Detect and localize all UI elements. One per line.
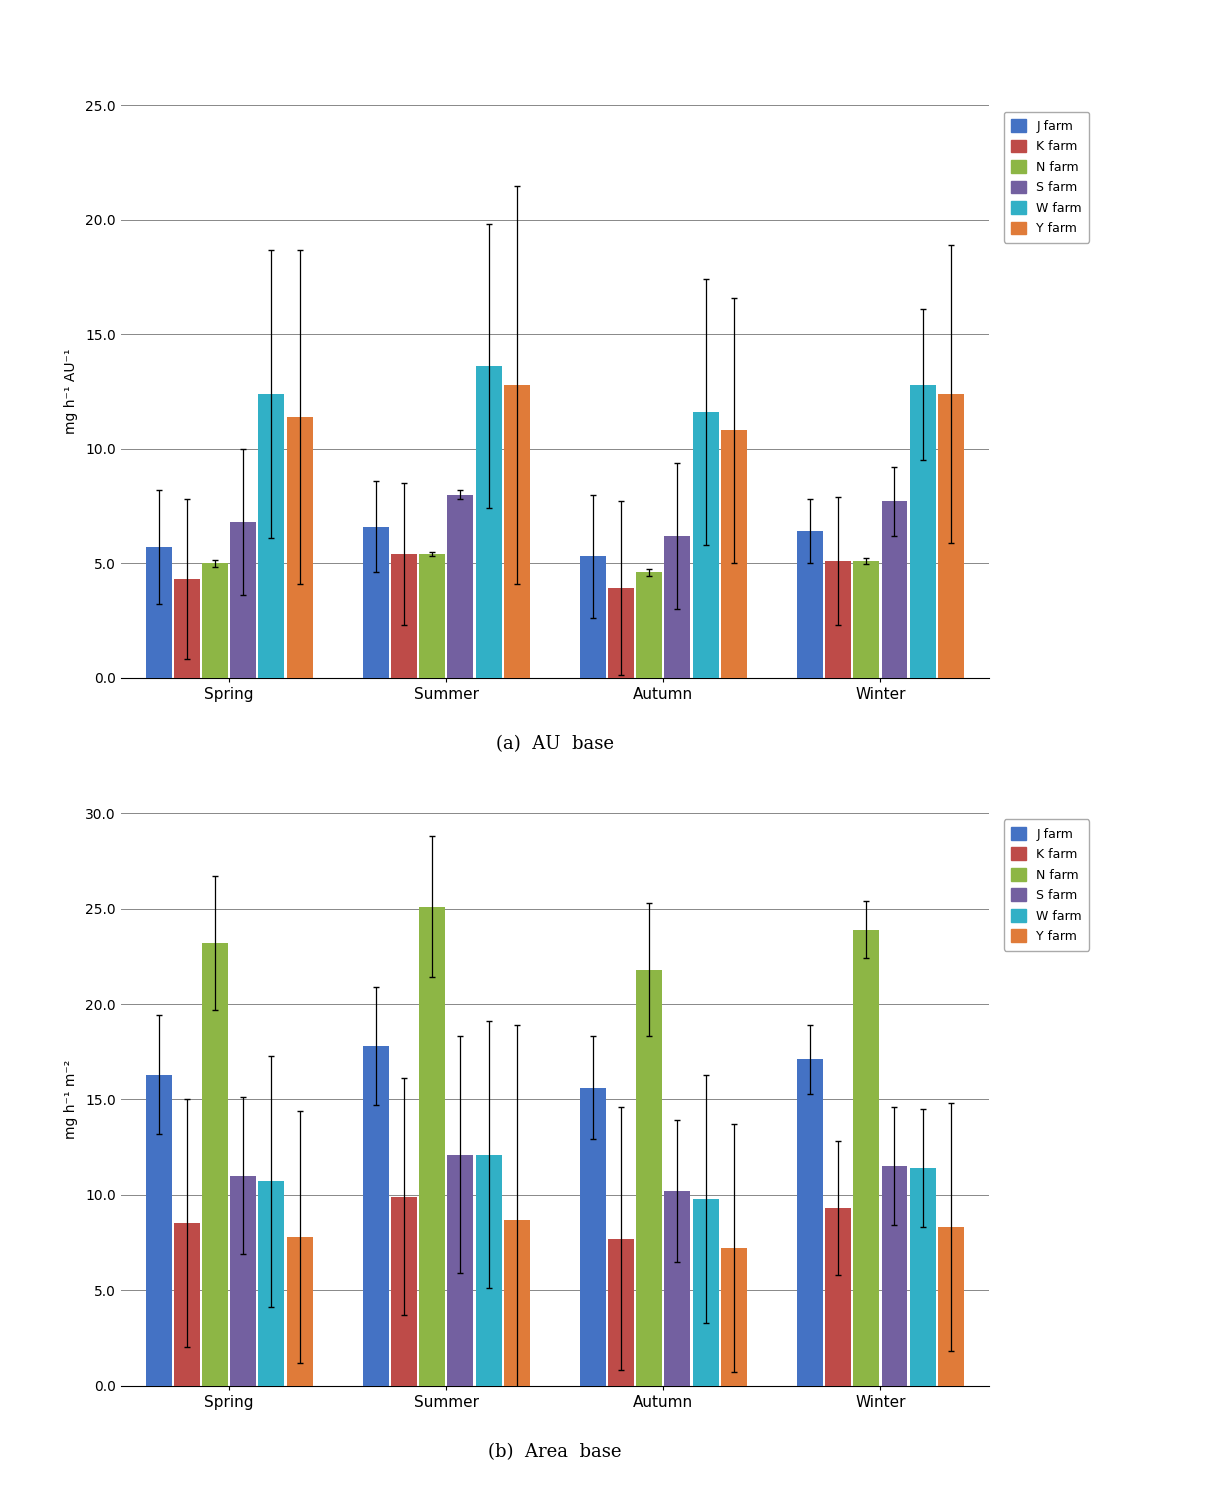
- Bar: [363, 1047, 388, 1386]
- Bar: [391, 1197, 417, 1386]
- Bar: [447, 1155, 473, 1386]
- Bar: [420, 907, 445, 1386]
- Bar: [146, 547, 171, 678]
- Bar: [938, 395, 964, 678]
- Bar: [504, 1220, 529, 1386]
- Bar: [692, 413, 719, 678]
- Bar: [258, 395, 285, 678]
- Bar: [287, 417, 312, 678]
- Text: (a)  AU  base: (a) AU base: [496, 735, 614, 753]
- Y-axis label: mg h⁻¹ m⁻²: mg h⁻¹ m⁻²: [64, 1060, 78, 1139]
- Bar: [854, 929, 879, 1386]
- Bar: [721, 431, 747, 678]
- Bar: [580, 1087, 605, 1386]
- Bar: [230, 523, 256, 678]
- Bar: [287, 1236, 312, 1386]
- Bar: [797, 1059, 822, 1386]
- Legend: J farm, K farm, N farm, S farm, W farm, Y farm: J farm, K farm, N farm, S farm, W farm, …: [1003, 819, 1089, 950]
- Text: (b)  Area  base: (b) Area base: [488, 1443, 621, 1461]
- Bar: [665, 1191, 690, 1386]
- Bar: [420, 554, 445, 678]
- Bar: [909, 1169, 936, 1386]
- Bar: [882, 1166, 907, 1386]
- Y-axis label: mg h⁻¹ AU⁻¹: mg h⁻¹ AU⁻¹: [64, 349, 78, 434]
- Bar: [797, 532, 822, 678]
- Bar: [146, 1075, 171, 1386]
- Bar: [258, 1181, 285, 1386]
- Legend: J farm, K farm, N farm, S farm, W farm, Y farm: J farm, K farm, N farm, S farm, W farm, …: [1003, 111, 1089, 242]
- Bar: [608, 1238, 634, 1386]
- Bar: [475, 366, 502, 678]
- Bar: [230, 1176, 256, 1386]
- Bar: [692, 1199, 719, 1386]
- Bar: [909, 384, 936, 678]
- Bar: [637, 572, 662, 678]
- Bar: [174, 1223, 200, 1386]
- Bar: [203, 563, 228, 678]
- Bar: [665, 536, 690, 678]
- Bar: [504, 384, 529, 678]
- Bar: [608, 589, 634, 678]
- Bar: [391, 554, 417, 678]
- Bar: [825, 1208, 851, 1386]
- Bar: [475, 1155, 502, 1386]
- Bar: [721, 1248, 747, 1386]
- Bar: [825, 560, 851, 678]
- Bar: [854, 560, 879, 678]
- Bar: [580, 556, 605, 678]
- Bar: [882, 501, 907, 678]
- Bar: [938, 1227, 964, 1386]
- Bar: [637, 970, 662, 1386]
- Bar: [174, 580, 200, 678]
- Bar: [447, 494, 473, 678]
- Bar: [203, 943, 228, 1386]
- Bar: [363, 527, 388, 678]
